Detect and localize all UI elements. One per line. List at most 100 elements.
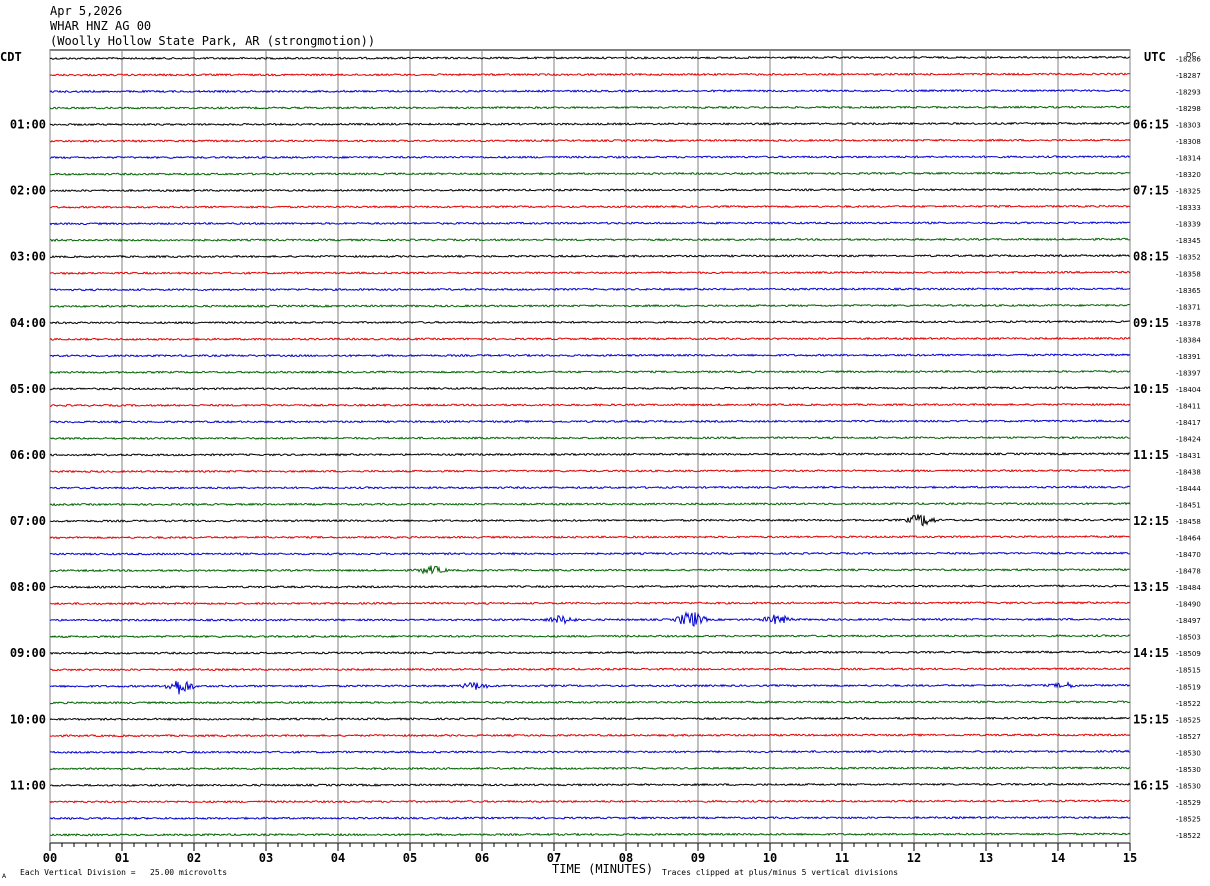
dc-offset-label: -18470 [1176, 551, 1201, 559]
dc-offset-label: -18378 [1176, 320, 1201, 328]
trace-line [49, 700, 1131, 705]
x-tick-label: 14 [1051, 851, 1065, 865]
trace-line [49, 320, 1131, 325]
left-hour-label: 05:00 [10, 382, 46, 396]
trace-line [49, 187, 1130, 193]
dc-offset-label: -18293 [1176, 89, 1201, 97]
trace-line [49, 667, 1131, 672]
trace-line [49, 514, 1131, 527]
x-tick-label: 10 [763, 851, 777, 865]
trace-line [49, 551, 1130, 556]
dc-offset-label: -18404 [1176, 386, 1201, 394]
left-hour-label: 06:00 [10, 448, 46, 462]
station-code: WHAR HNZ AG 00 [50, 19, 152, 33]
dc-offset-label: -18358 [1176, 270, 1201, 278]
dc-offset-label: -18438 [1176, 469, 1201, 477]
trace-line [49, 204, 1131, 209]
trace-line [49, 303, 1131, 308]
right-hour-label: 06:15 [1133, 118, 1169, 132]
dc-offset-label: -18530 [1176, 766, 1201, 774]
trace-line [49, 782, 1131, 787]
seismic-traces [49, 55, 1131, 837]
left-hour-label: 07:00 [10, 514, 46, 528]
trace-line [49, 610, 1131, 627]
trace-line [49, 600, 1131, 606]
trace-line [49, 88, 1131, 94]
dc-offset-label: -18527 [1176, 733, 1201, 741]
dc-offset-label: -18314 [1176, 155, 1201, 163]
x-tick-label: 05 [403, 851, 417, 865]
dc-offset-label: -18325 [1176, 188, 1201, 196]
dc-offset-label: -18451 [1176, 502, 1201, 510]
left-hour-label: 09:00 [10, 646, 46, 660]
dc-offset-label: -18339 [1176, 221, 1201, 229]
dc-offset-label: -18525 [1176, 716, 1201, 724]
trace-line [49, 832, 1131, 837]
dc-offset-label: -18431 [1176, 452, 1201, 460]
dc-offset-label: -18478 [1176, 568, 1201, 576]
footer-clip-note: Traces clipped at plus/minus 5 vertical … [662, 868, 898, 877]
axis-labels: 00 01 02 03 04 05 06 07 08 09 10 11 12 13 14 15 -18286 -1… [10, 56, 1201, 866]
dc-offset-label: -18308 [1176, 138, 1201, 146]
trace-line [49, 138, 1131, 143]
right-hour-label: 09:15 [1133, 316, 1169, 330]
dc-offset-label: -18345 [1176, 237, 1201, 245]
dc-offset-label: -18411 [1176, 402, 1201, 410]
trace-line [49, 221, 1131, 226]
right-hour-label: 07:15 [1133, 184, 1169, 198]
trace-line [49, 634, 1131, 639]
trace-line [49, 105, 1131, 110]
dc-offset-label: -18417 [1176, 419, 1201, 427]
trace-line [49, 353, 1131, 358]
left-hour-label: 04:00 [10, 316, 46, 330]
dc-offset-label: -18464 [1176, 535, 1201, 543]
trace-line [49, 336, 1131, 342]
trace-line [49, 565, 1131, 575]
chart-date: Apr 5,2026 [50, 4, 123, 18]
trace-line [49, 749, 1130, 754]
trace-line [49, 419, 1131, 424]
x-tick-label: 13 [979, 851, 993, 865]
right-hour-label: 15:15 [1133, 712, 1169, 726]
x-tick-label: 06 [475, 851, 489, 865]
trace-line [49, 253, 1131, 259]
left-hour-label: 03:00 [10, 250, 46, 264]
x-tick-label: 08 [619, 851, 633, 865]
left-axis-label: CDT [0, 50, 22, 64]
x-tick-label: 09 [691, 851, 705, 865]
dc-offset-label: -18530 [1176, 782, 1201, 790]
trace-line [49, 815, 1131, 821]
dc-offset-label: -18444 [1176, 485, 1201, 493]
dc-offset-label: -18397 [1176, 369, 1201, 377]
dc-offset-label: -18519 [1176, 683, 1201, 691]
trace-line [49, 270, 1131, 275]
station-location: (Woolly Hollow State Park, AR (strongmot… [50, 34, 376, 48]
right-hour-label: 11:15 [1133, 448, 1169, 462]
left-hour-label: 02:00 [10, 184, 46, 198]
trace-line [49, 55, 1131, 61]
dc-label: DC [1186, 51, 1196, 59]
trace-line [49, 435, 1131, 441]
dc-offset-label: -18303 [1176, 122, 1201, 130]
dc-offset-label: -18365 [1176, 287, 1201, 295]
trace-line [49, 171, 1131, 176]
trace-line [49, 287, 1131, 292]
dc-offset-label: -18525 [1176, 815, 1201, 823]
dc-offset-label: -18424 [1176, 435, 1201, 443]
right-axis-label: UTC [1144, 50, 1166, 64]
trace-line [49, 452, 1131, 457]
dc-offset-label: -18529 [1176, 799, 1201, 807]
dc-offset-label: -18384 [1176, 336, 1201, 344]
dc-offset-label: -18352 [1176, 254, 1201, 262]
trace-line [49, 468, 1131, 474]
dc-offset-label: -18484 [1176, 584, 1201, 592]
dc-offset-label: -18515 [1176, 667, 1201, 675]
x-tick-label: 07 [547, 851, 561, 865]
trace-line [49, 501, 1131, 507]
x-tick-label: 11 [835, 851, 849, 865]
trace-line [49, 716, 1131, 722]
dc-offset-label: -18286 [1176, 56, 1201, 64]
left-hour-label: 08:00 [10, 580, 46, 594]
dc-offset-label: -18391 [1176, 353, 1201, 361]
